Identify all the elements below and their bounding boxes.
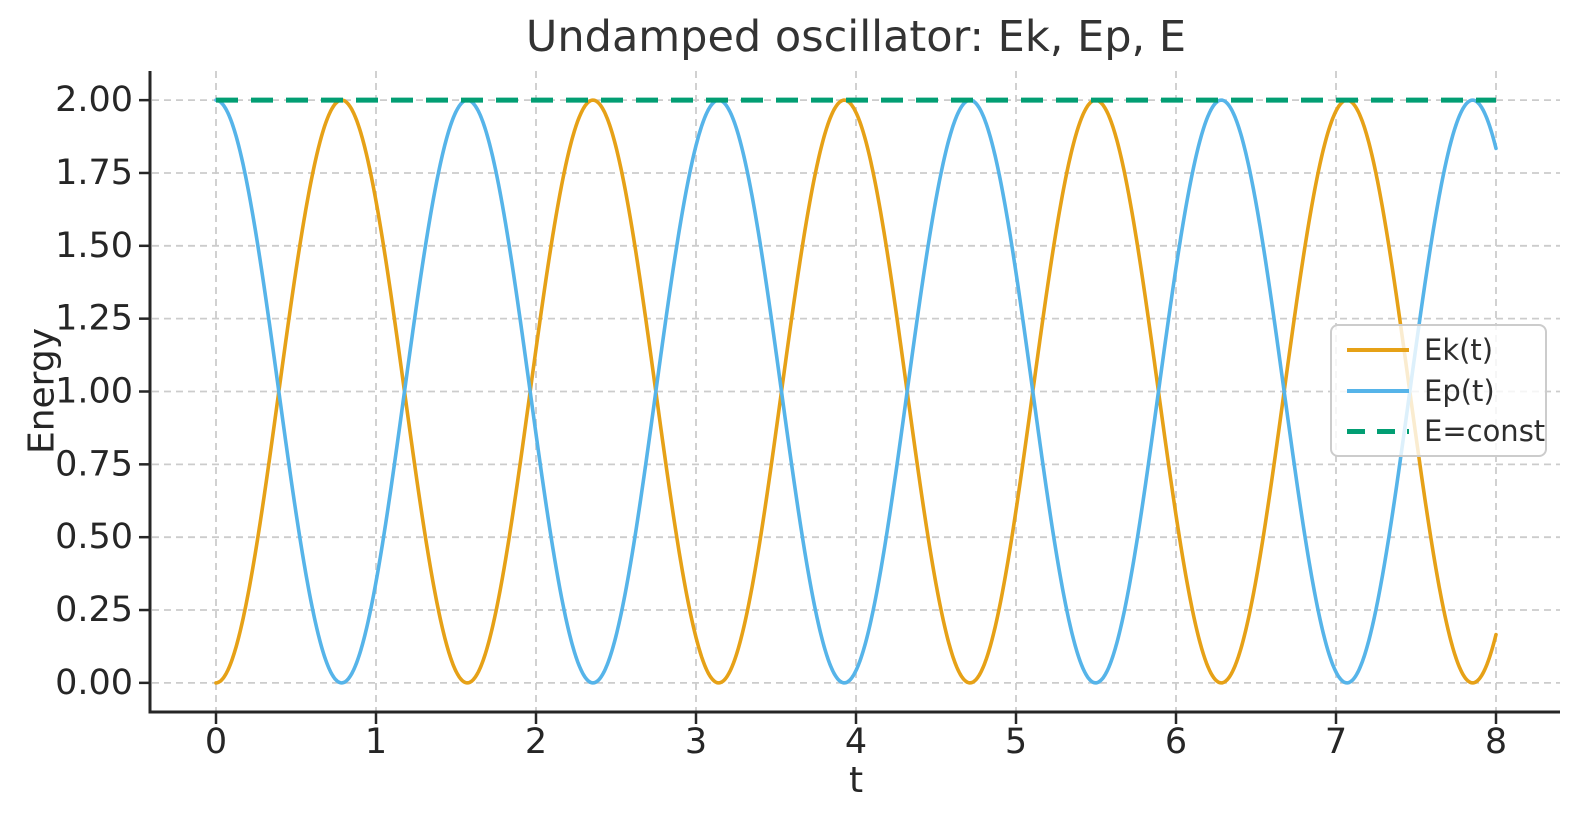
svg-text:7: 7	[1325, 722, 1347, 762]
legend-item-ek: Ek(t)	[1347, 333, 1545, 367]
legend-item-ep: Ep(t)	[1347, 374, 1545, 408]
legend-label-ep: Ep(t)	[1424, 373, 1495, 408]
legend-label-ek: Ek(t)	[1424, 332, 1494, 367]
svg-text:4: 4	[845, 722, 867, 762]
svg-text:1: 1	[365, 722, 387, 762]
svg-text:0.50: 0.50	[55, 517, 133, 557]
legend: Ek(t) Ep(t) E=const	[1330, 324, 1547, 457]
svg-text:2.00: 2.00	[55, 80, 133, 120]
svg-text:2: 2	[525, 722, 547, 762]
svg-text:0.75: 0.75	[55, 444, 133, 484]
legend-item-e: E=const	[1347, 414, 1545, 448]
legend-line-e	[1347, 428, 1409, 434]
y-axis-label: Energy	[21, 327, 63, 455]
svg-text:1.75: 1.75	[55, 153, 133, 193]
svg-text:3: 3	[685, 722, 707, 762]
x-axis-label: t	[848, 760, 864, 801]
chart-title: Undamped oscillator: Ek, Ep, E	[525, 12, 1187, 62]
svg-text:1.00: 1.00	[55, 372, 133, 412]
svg-text:0: 0	[205, 722, 227, 762]
svg-text:1.25: 1.25	[55, 299, 133, 339]
legend-line-ep	[1347, 388, 1409, 393]
legend-line-ek	[1347, 347, 1409, 352]
svg-text:0.25: 0.25	[55, 590, 133, 630]
svg-text:0.00: 0.00	[55, 663, 133, 703]
svg-text:8: 8	[1485, 722, 1507, 762]
svg-text:1.50: 1.50	[55, 226, 133, 266]
legend-label-e: E=const	[1424, 414, 1546, 449]
svg-text:6: 6	[1165, 722, 1187, 762]
svg-text:5: 5	[1005, 722, 1027, 762]
